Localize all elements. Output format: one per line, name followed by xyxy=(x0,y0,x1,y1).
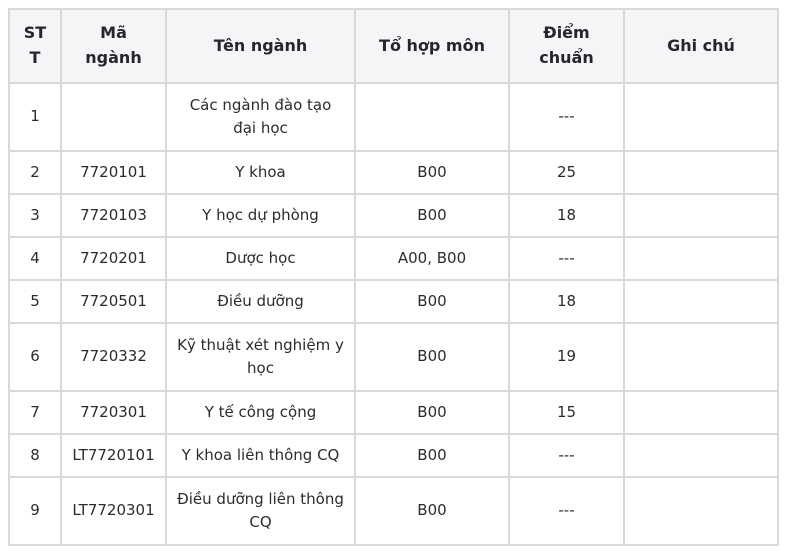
table-row: 3 7720103 Y học dự phòng B00 18 xyxy=(8,193,779,238)
cell-diem-chuan: --- xyxy=(508,476,625,546)
cell-stt: 5 xyxy=(8,279,62,324)
cell-stt: 3 xyxy=(8,193,62,238)
cell-ten-nganh: Điều dưỡng liên thông CQ xyxy=(165,476,356,546)
cell-ma-nganh xyxy=(60,82,167,152)
cell-ma-nganh: 7720101 xyxy=(60,150,167,195)
column-header-ten-nganh: Tên ngành xyxy=(165,8,356,84)
cell-stt: 2 xyxy=(8,150,62,195)
cell-ghi-chu xyxy=(623,433,779,478)
table-row: 9 LT7720301 Điều dưỡng liên thông CQ B00… xyxy=(8,476,779,546)
cell-ma-nganh: LT7720301 xyxy=(60,476,167,546)
cell-ma-nganh: 7720201 xyxy=(60,236,167,281)
column-header-ghi-chu: Ghi chú xyxy=(623,8,779,84)
cell-ten-nganh: Y tế công cộng xyxy=(165,390,356,435)
cell-stt: 4 xyxy=(8,236,62,281)
cell-stt: 9 xyxy=(8,476,62,546)
cell-diem-chuan: 25 xyxy=(508,150,625,195)
cell-stt: 7 xyxy=(8,390,62,435)
cell-diem-chuan: --- xyxy=(508,236,625,281)
cell-to-hop-mon: B00 xyxy=(354,476,510,546)
cell-ten-nganh: Các ngành đào tạo đại học xyxy=(165,82,356,152)
cell-ten-nganh: Điều dưỡng xyxy=(165,279,356,324)
table-row: 7 7720301 Y tế công cộng B00 15 xyxy=(8,390,779,435)
cell-ten-nganh: Kỹ thuật xét nghiệm y học xyxy=(165,322,356,392)
cell-to-hop-mon: B00 xyxy=(354,279,510,324)
cell-ghi-chu xyxy=(623,476,779,546)
cell-ma-nganh: 7720501 xyxy=(60,279,167,324)
cell-ma-nganh: 7720332 xyxy=(60,322,167,392)
table-row: 6 7720332 Kỹ thuật xét nghiệm y học B00 … xyxy=(8,322,779,392)
cell-ma-nganh: 7720103 xyxy=(60,193,167,238)
cell-ghi-chu xyxy=(623,150,779,195)
cell-ghi-chu xyxy=(623,193,779,238)
cell-ghi-chu xyxy=(623,322,779,392)
cell-diem-chuan: --- xyxy=(508,82,625,152)
column-header-stt: STT xyxy=(8,8,62,84)
cell-to-hop-mon: A00, B00 xyxy=(354,236,510,281)
cell-to-hop-mon: B00 xyxy=(354,433,510,478)
column-header-to-hop-mon: Tổ hợp môn xyxy=(354,8,510,84)
cell-to-hop-mon: B00 xyxy=(354,322,510,392)
cell-to-hop-mon xyxy=(354,82,510,152)
cell-diem-chuan: 19 xyxy=(508,322,625,392)
cell-diem-chuan: 18 xyxy=(508,193,625,238)
cell-stt: 8 xyxy=(8,433,62,478)
header-row: STT Mã ngành Tên ngành Tổ hợp môn Điểm c… xyxy=(8,8,779,84)
cell-ghi-chu xyxy=(623,390,779,435)
cell-ghi-chu xyxy=(623,82,779,152)
cell-to-hop-mon: B00 xyxy=(354,390,510,435)
cell-ten-nganh: Y học dự phòng xyxy=(165,193,356,238)
column-header-ma-nganh: Mã ngành xyxy=(60,8,167,84)
column-header-diem-chuan: Điểm chuẩn xyxy=(508,8,625,84)
cell-ma-nganh: LT7720101 xyxy=(60,433,167,478)
table-row: 2 7720101 Y khoa B00 25 xyxy=(8,150,779,195)
cell-stt: 1 xyxy=(8,82,62,152)
cell-to-hop-mon: B00 xyxy=(354,193,510,238)
cell-diem-chuan: 18 xyxy=(508,279,625,324)
table-row: 8 LT7720101 Y khoa liên thông CQ B00 --- xyxy=(8,433,779,478)
cell-ten-nganh: Dược học xyxy=(165,236,356,281)
cell-ghi-chu xyxy=(623,236,779,281)
table-row: 4 7720201 Dược học A00, B00 --- xyxy=(8,236,779,281)
cell-ten-nganh: Y khoa xyxy=(165,150,356,195)
cell-ten-nganh: Y khoa liên thông CQ xyxy=(165,433,356,478)
admission-scores-table: STT Mã ngành Tên ngành Tổ hợp môn Điểm c… xyxy=(8,8,779,546)
cell-ghi-chu xyxy=(623,279,779,324)
cell-diem-chuan: 15 xyxy=(508,390,625,435)
table-row: 1 Các ngành đào tạo đại học --- xyxy=(8,82,779,152)
cell-to-hop-mon: B00 xyxy=(354,150,510,195)
table-row: 5 7720501 Điều dưỡng B00 18 xyxy=(8,279,779,324)
cell-stt: 6 xyxy=(8,322,62,392)
cell-ma-nganh: 7720301 xyxy=(60,390,167,435)
cell-diem-chuan: --- xyxy=(508,433,625,478)
